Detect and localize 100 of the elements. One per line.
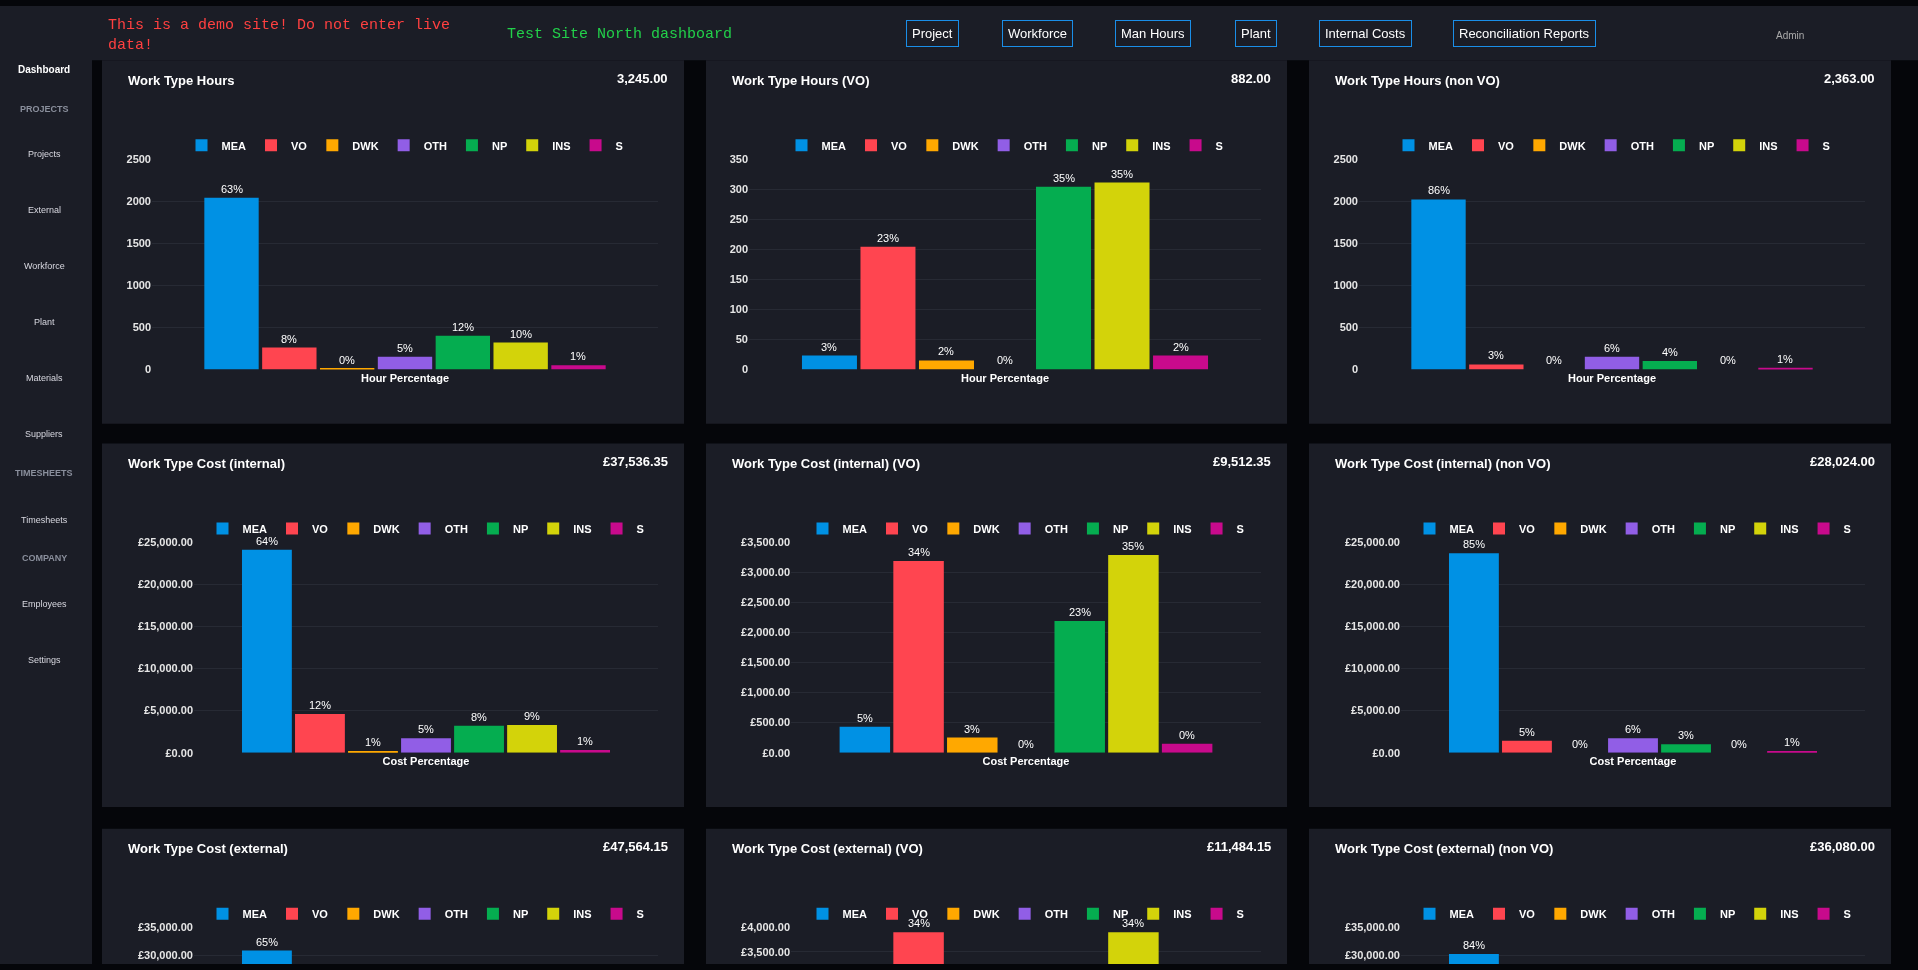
bar xyxy=(801,355,857,370)
x-axis-title: Cost Percentage xyxy=(982,754,1070,767)
text: Project xyxy=(912,26,953,41)
text: Internal Costs xyxy=(1325,26,1406,41)
chart-title: Work Type Hours (VO) xyxy=(732,73,870,88)
y-tick-label: £0.00 xyxy=(1372,746,1400,759)
legend-label: VO xyxy=(1519,907,1536,920)
annotation: 1% xyxy=(1784,736,1801,748)
chart-subtitle: £37,536.35 xyxy=(603,454,669,469)
legend-label: OTH xyxy=(423,139,447,152)
text: Dashboard xyxy=(18,64,71,75)
legend-label: MEA xyxy=(821,139,846,152)
legend-label: DWK xyxy=(352,139,379,152)
legend-label: OTH xyxy=(444,907,468,920)
y-tick-label: 2500 xyxy=(1333,152,1358,165)
annotation: 86% xyxy=(1428,184,1451,196)
y-tick-label: £30,000.00 xyxy=(1344,949,1400,962)
legend-label: VO xyxy=(1519,522,1536,535)
annotation: 84% xyxy=(1463,939,1486,951)
chart-title: Work Type Cost (external) xyxy=(128,841,288,856)
legend-label: OTH xyxy=(1651,522,1675,535)
bar xyxy=(1153,355,1209,370)
y-tick-label: 1500 xyxy=(1333,237,1358,250)
annotation: 0% xyxy=(1546,354,1563,366)
legend-label: DWK xyxy=(1559,139,1586,152)
bar xyxy=(839,726,891,753)
chart-subtitle: £11,484.15 xyxy=(1207,839,1272,854)
text: Test Site North dashboard xyxy=(507,26,733,43)
legend-label: INS xyxy=(573,907,592,920)
annotation: 3% xyxy=(1488,349,1505,361)
legend-label: NP xyxy=(1091,139,1108,152)
annotation: 85% xyxy=(1463,538,1486,550)
legend-label: MEA xyxy=(242,522,267,535)
legend-label: NP xyxy=(512,907,529,920)
legend-label: VO xyxy=(912,522,929,535)
legend-label: NP xyxy=(1698,139,1715,152)
y-tick-label: £3,000.00 xyxy=(741,566,790,579)
y-tick-label: 500 xyxy=(1339,321,1358,334)
text: Settings xyxy=(28,655,62,665)
legend-label: MEA xyxy=(842,522,867,535)
legend-label: DWK xyxy=(1580,522,1607,535)
legend-label: S xyxy=(1236,522,1244,535)
y-tick-label: £1,500.00 xyxy=(741,656,790,669)
y-tick-label: £15,000.00 xyxy=(137,620,193,633)
annotation: 5% xyxy=(418,723,435,735)
annotation: 0% xyxy=(1720,354,1737,366)
legend-label: OTH xyxy=(1651,907,1675,920)
bar xyxy=(454,725,504,753)
legend-label: INS xyxy=(552,139,571,152)
bar xyxy=(947,737,998,753)
legend-label: DWK xyxy=(973,522,1000,535)
bar xyxy=(1642,361,1698,370)
text: Materials xyxy=(26,373,64,383)
legend-label: NP xyxy=(1112,522,1129,535)
bar xyxy=(1448,553,1499,753)
annotation: 34% xyxy=(908,917,931,929)
text: Workforce xyxy=(24,261,65,271)
annotation: 34% xyxy=(1122,917,1145,929)
legend-label: NP xyxy=(1719,522,1736,535)
annotation: 0% xyxy=(339,354,356,366)
annotation: 0% xyxy=(1731,738,1748,750)
legend-label: INS xyxy=(1780,907,1799,920)
annotation: 23% xyxy=(1069,606,1092,618)
text: Admin xyxy=(1776,30,1805,41)
x-axis-title: Cost Percentage xyxy=(382,754,470,767)
bar xyxy=(1108,554,1159,753)
legend-label: INS xyxy=(573,522,592,535)
y-tick-label: £2,500.00 xyxy=(741,596,790,609)
legend-label: NP xyxy=(1112,907,1129,920)
annotation: 10% xyxy=(510,328,533,340)
x-axis-title: Hour Percentage xyxy=(960,371,1050,384)
text: External xyxy=(28,205,62,215)
y-tick-label: £20,000.00 xyxy=(1344,578,1400,591)
legend-label: OTH xyxy=(1630,139,1654,152)
legend-label: DWK xyxy=(1580,907,1607,920)
y-tick-label: 2000 xyxy=(1333,195,1358,207)
chart-title: Work Type Hours xyxy=(128,73,235,88)
y-tick-label: £25,000.00 xyxy=(1344,536,1400,549)
bar xyxy=(1584,356,1640,370)
bar xyxy=(295,713,345,753)
y-tick-label: 250 xyxy=(729,213,748,226)
legend-label: INS xyxy=(1759,139,1778,152)
annotation: 3% xyxy=(821,341,838,353)
chart-title: Work Type Hours (non VO) xyxy=(1335,73,1500,88)
legend-label: OTH xyxy=(1044,522,1068,535)
y-tick-label: £35,000.00 xyxy=(137,921,193,934)
y-tick-label: 0 xyxy=(741,363,748,376)
chart-title: Work Type Cost (external) (non VO) xyxy=(1335,841,1554,856)
y-tick-label: 2000 xyxy=(126,195,151,207)
annotation: 3% xyxy=(1678,729,1695,741)
annotation: 1% xyxy=(1777,353,1794,365)
annotation: 35% xyxy=(1122,540,1145,552)
y-tick-label: 1000 xyxy=(126,279,151,292)
chart-subtitle: £36,080.00 xyxy=(1810,839,1876,854)
bar xyxy=(507,724,557,753)
legend-label: S xyxy=(615,139,623,152)
annotation: 0% xyxy=(1179,729,1196,741)
text: Reconciliation Reports xyxy=(1459,26,1590,41)
annotation: 34% xyxy=(908,546,931,558)
legend-label: VO xyxy=(1498,139,1515,152)
